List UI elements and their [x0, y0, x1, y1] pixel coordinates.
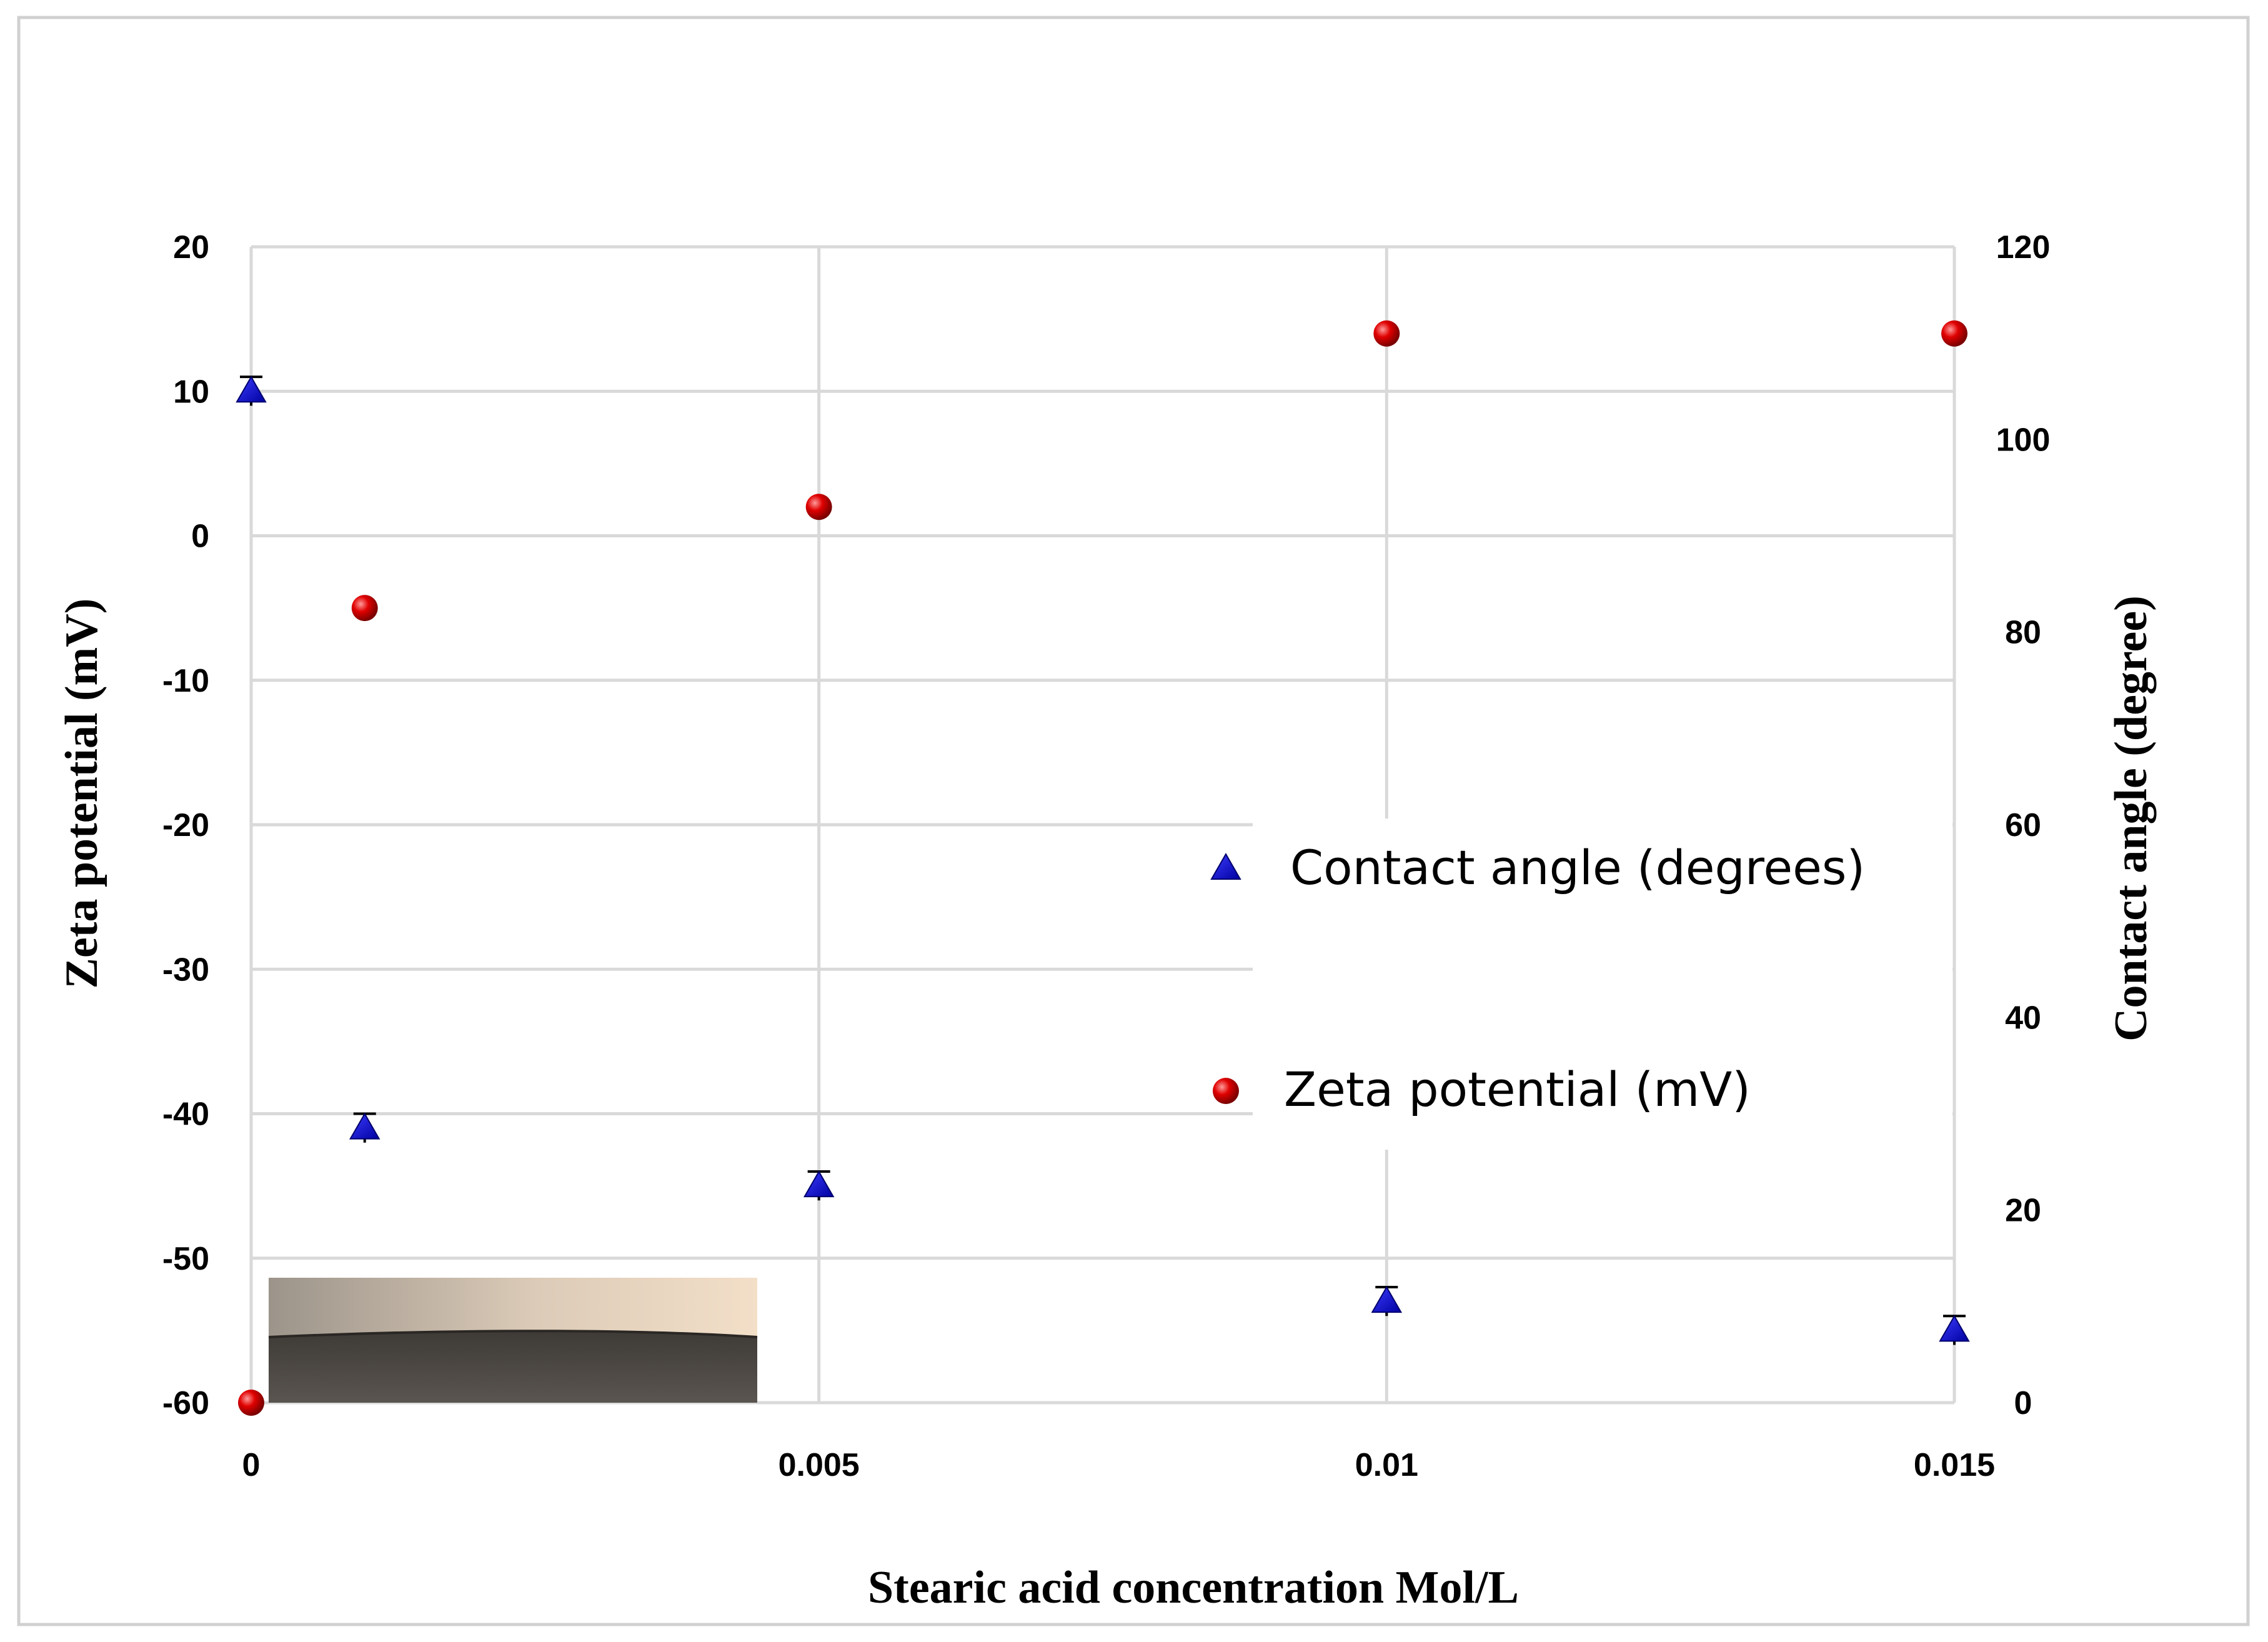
right-tick-label: 40 — [2005, 1000, 2041, 1036]
contact-angle-point — [1371, 1286, 1403, 1313]
left-tick-label: -40 — [162, 1097, 209, 1133]
zeta-potential-point — [1941, 320, 1967, 347]
contact-angle-point — [803, 1170, 835, 1198]
legend-triangle-marker — [1210, 852, 1241, 880]
legend-label-zeta-potential: Zeta potential (mV) — [1284, 1062, 1751, 1117]
x-axis-tick-labels: 0 0.005 0.01 0.015 — [242, 1447, 1996, 1483]
x-tick-label: 0.005 — [778, 1447, 860, 1483]
left-tick-label: -20 — [162, 807, 209, 843]
chart-border — [17, 16, 2250, 1626]
legend: Contact angle (degrees) Zeta potential (… — [1210, 840, 1865, 1117]
left-axis-title: Zeta potential (mV) — [56, 599, 107, 989]
right-axis-tick-labels: 120 100 80 60 40 20 0 — [1996, 229, 2051, 1421]
left-tick-label: 20 — [173, 229, 209, 266]
right-tick-label: 20 — [2005, 1193, 2041, 1229]
x-tick-label: 0 — [242, 1447, 261, 1483]
left-tick-label: -50 — [162, 1241, 209, 1277]
zeta-potential-point — [805, 494, 832, 520]
contact-angle-point — [236, 376, 267, 403]
left-tick-label: -60 — [162, 1385, 209, 1421]
right-axis-title: Contact angle (degree) — [2106, 595, 2157, 1042]
legend-label-contact-angle: Contact angle (degrees) — [1290, 840, 1865, 895]
legend-background — [1253, 819, 1952, 1150]
data-marks — [236, 320, 1970, 1416]
x-axis-title: Stearic acid concentration Mol/L — [868, 1562, 1519, 1613]
right-tick-label: 60 — [2005, 807, 2041, 843]
contact-angle-point — [349, 1112, 380, 1140]
x-tick-label: 0.015 — [1914, 1447, 1995, 1483]
legend-circle-marker — [1213, 1078, 1239, 1104]
right-tick-label: 100 — [1996, 422, 2051, 458]
left-tick-label: -10 — [162, 663, 209, 699]
x-tick-label: 0.01 — [1355, 1447, 1418, 1483]
left-tick-label: 10 — [173, 374, 209, 410]
right-tick-label: 0 — [2014, 1385, 2032, 1421]
zeta-potential-point — [351, 595, 378, 622]
left-axis-tick-labels: 20 10 0 -10 -20 -30 -40 -50 -60 — [162, 229, 209, 1421]
zeta-potential-point — [1373, 320, 1400, 347]
left-tick-label: 0 — [191, 519, 209, 555]
right-tick-label: 120 — [1996, 229, 2051, 266]
right-tick-label: 80 — [2005, 615, 2041, 651]
contact-angle-point — [1939, 1315, 1970, 1342]
zeta-potential-point — [238, 1390, 264, 1416]
droplet-inset-image — [268, 1278, 758, 1403]
left-tick-label: -30 — [162, 952, 209, 988]
